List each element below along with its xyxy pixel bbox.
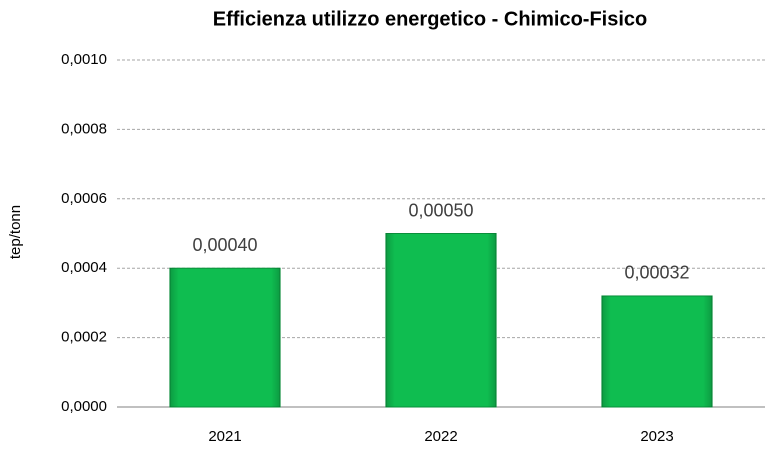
data-label: 0,00032 xyxy=(624,263,689,283)
x-tick-label: 2021 xyxy=(208,428,241,445)
y-tick-label: 0,0010 xyxy=(61,51,107,68)
data-label: 0,00040 xyxy=(192,235,257,255)
y-tick-label: 0,0002 xyxy=(61,329,107,346)
bar-bevel xyxy=(169,268,281,407)
y-tick-label: 0,0006 xyxy=(61,190,107,207)
bar-bevel xyxy=(601,295,713,407)
x-tick-label: 2023 xyxy=(640,428,673,445)
data-label: 0,00050 xyxy=(408,200,473,220)
x-tick-label: 2022 xyxy=(424,428,457,445)
y-tick-label: 0,0008 xyxy=(61,120,107,137)
y-axis-label: tep/tonn xyxy=(7,205,24,259)
y-tick-label: 0,0004 xyxy=(61,259,107,276)
bar-bevel xyxy=(385,233,497,407)
y-tick-label: 0,0000 xyxy=(61,398,107,415)
chart-title: Efficienza utilizzo energetico - Chimico… xyxy=(213,8,648,30)
